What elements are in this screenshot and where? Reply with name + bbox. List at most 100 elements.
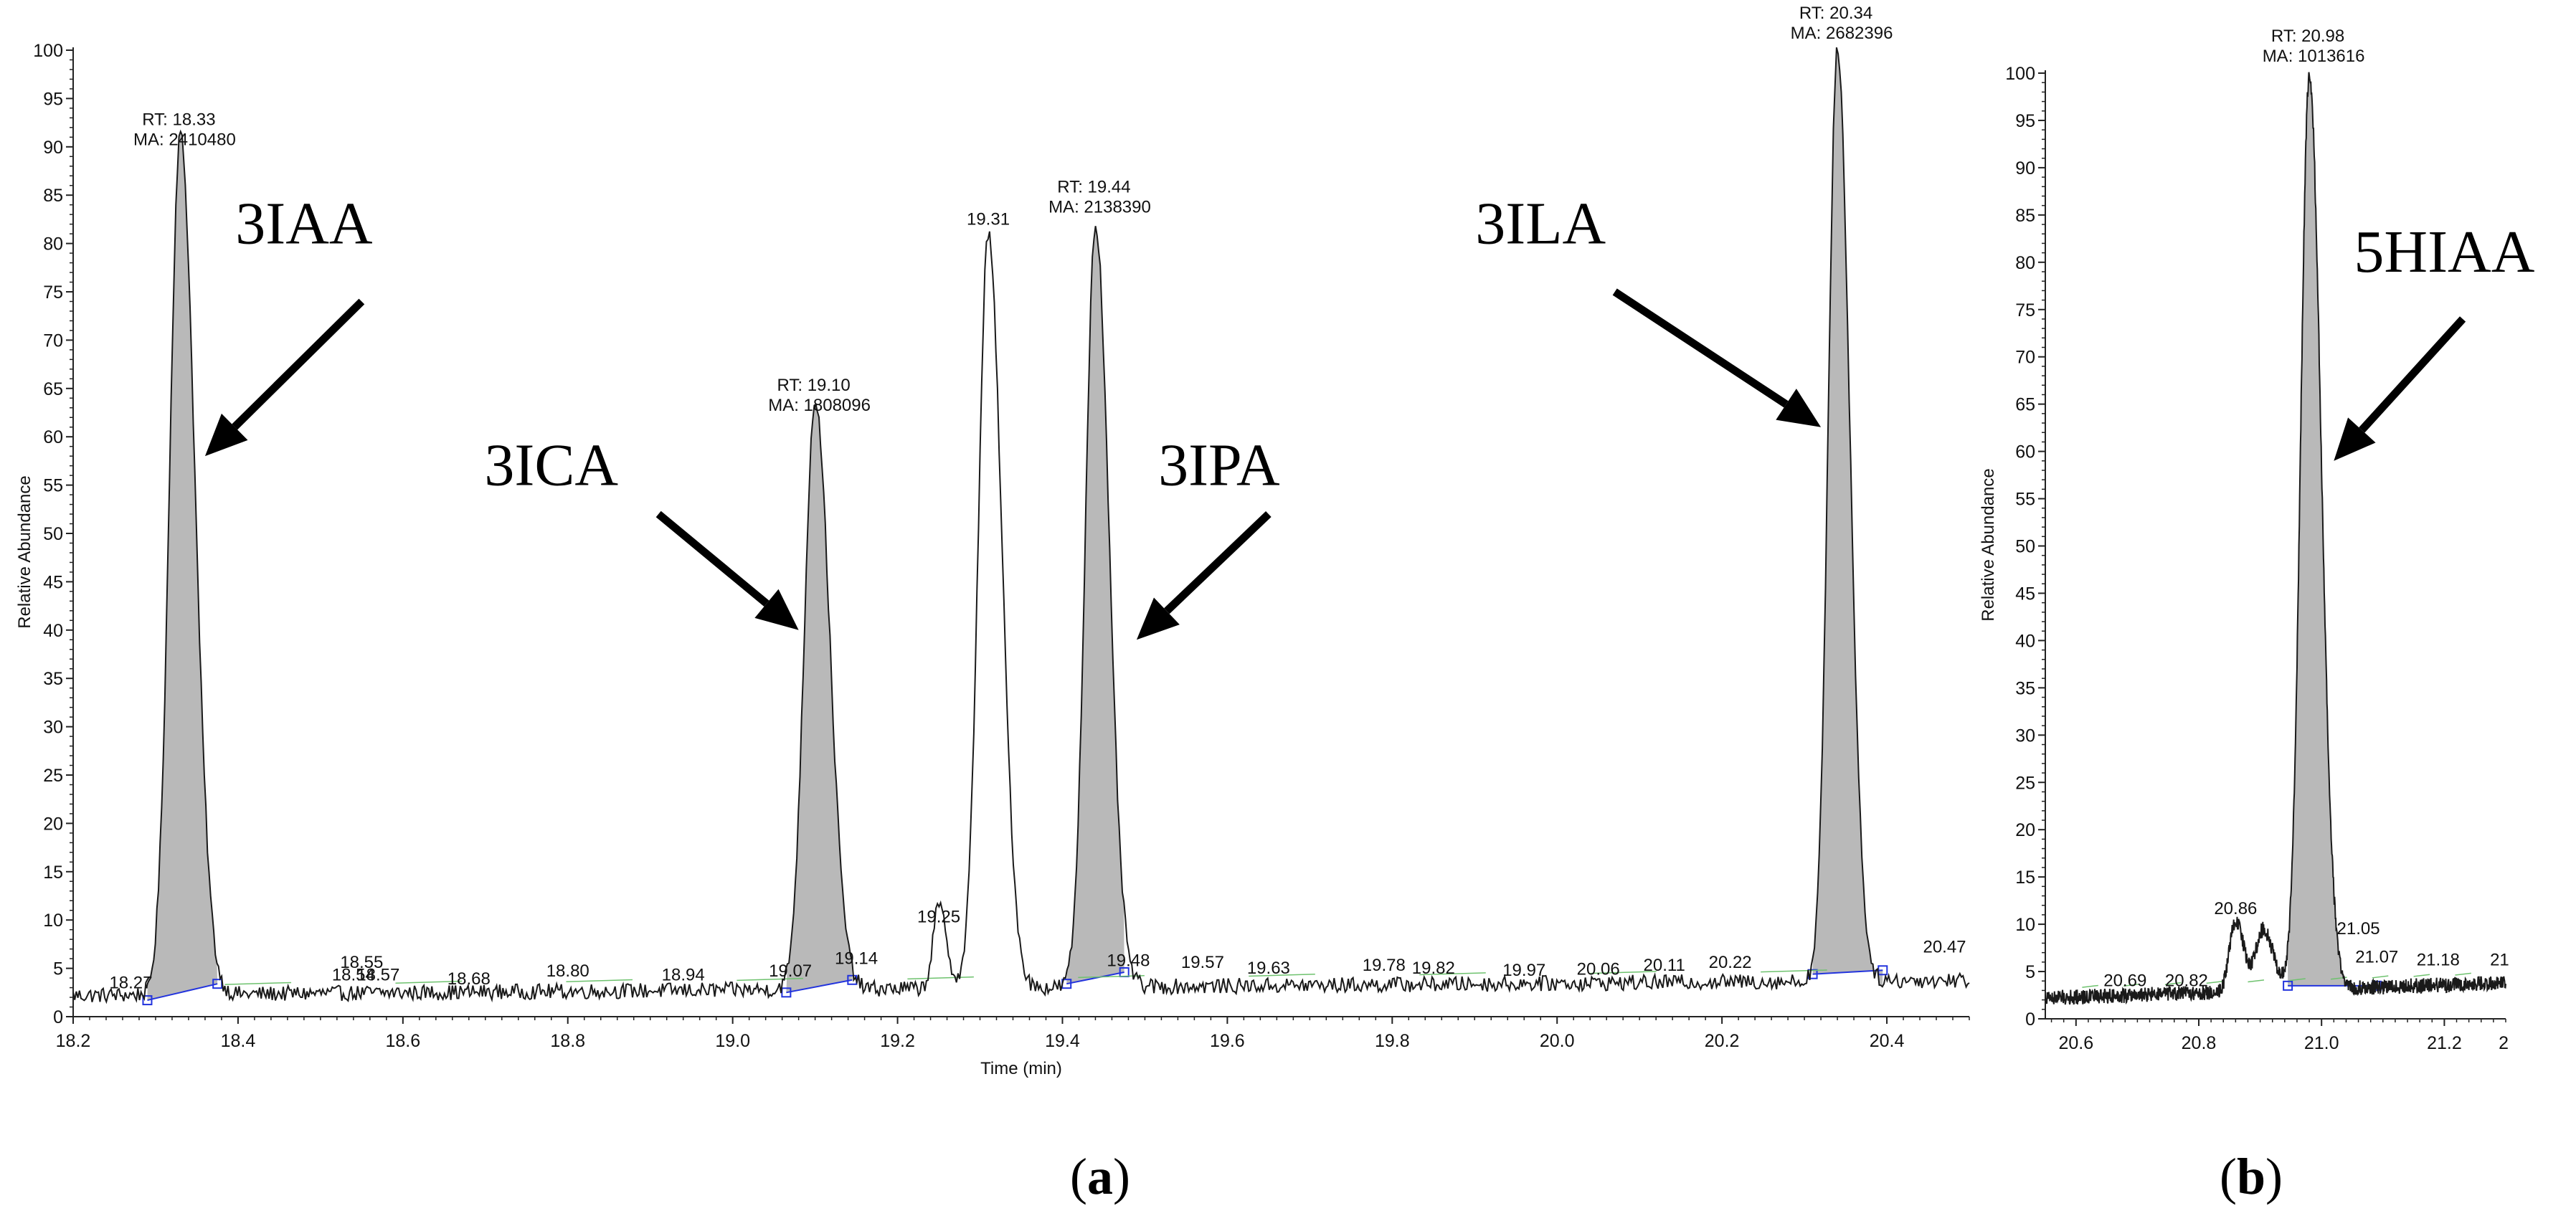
compound-arrow-shaft bbox=[232, 298, 365, 430]
x-tick-label: 18.6 bbox=[385, 1031, 420, 1051]
y-tick-label: 5 bbox=[2025, 962, 2035, 982]
compound-label: 3ILA bbox=[1475, 191, 1606, 257]
noise-baseline bbox=[737, 977, 803, 982]
compound-arrow-head bbox=[1776, 389, 1822, 427]
noise-baseline bbox=[2413, 974, 2430, 977]
panel-label-open: ( bbox=[2220, 1148, 2237, 1205]
peak-rt-annotation: RT: 19.10 bbox=[777, 376, 850, 395]
y-tick-label: 80 bbox=[2015, 253, 2035, 273]
y-tick-label: 70 bbox=[43, 331, 63, 351]
retention-time-label: 19.07 bbox=[769, 961, 812, 981]
noise-baseline bbox=[566, 979, 633, 983]
noise-baseline bbox=[2248, 979, 2265, 983]
y-tick-label: 25 bbox=[2015, 773, 2035, 793]
y-tick-label: 90 bbox=[43, 138, 63, 158]
x-tick-label: 20.8 bbox=[2182, 1033, 2217, 1053]
chromatogram-trace bbox=[72, 47, 1970, 1004]
y-tick-label: 35 bbox=[43, 669, 63, 689]
compound-label: 3ICA bbox=[484, 432, 618, 499]
panel-label: (b) bbox=[2220, 1148, 2283, 1205]
y-tick-label: 75 bbox=[43, 282, 63, 303]
peak-rt-annotation: RT: 20.98 bbox=[2271, 27, 2344, 46]
x-tick-label: 19.8 bbox=[1375, 1031, 1410, 1051]
peak-boundary-marker bbox=[781, 987, 792, 998]
y-tick-label: 40 bbox=[2015, 631, 2035, 651]
peak-ma-annotation: MA: 2682396 bbox=[1791, 24, 1893, 43]
x-tick-label-clipped: 2 bbox=[2499, 1033, 2509, 1053]
peak-ma-annotation: MA: 1013616 bbox=[2263, 47, 2365, 66]
integrated-peak-area bbox=[786, 404, 853, 993]
retention-time-label: 20.69 bbox=[2103, 971, 2146, 990]
noise-baseline bbox=[2289, 978, 2306, 982]
y-tick-label: 60 bbox=[2015, 442, 2035, 462]
noise-baseline bbox=[2455, 972, 2471, 976]
retention-time-label: 19.97 bbox=[1502, 961, 1545, 980]
retention-time-label: 19.57 bbox=[1181, 953, 1224, 972]
integrated-peak-area bbox=[1812, 47, 1883, 987]
panel-label-close: ) bbox=[1113, 1148, 1130, 1205]
retention-time-label: 20.86 bbox=[2214, 899, 2257, 918]
peak-baseline bbox=[786, 979, 853, 994]
peak-rt-annotation: RT: 18.33 bbox=[142, 110, 215, 129]
x-tick-label: 20.0 bbox=[1540, 1031, 1575, 1051]
noise-baseline bbox=[2372, 975, 2389, 979]
retention-time-label: 20.11 bbox=[1644, 956, 1685, 975]
retention-time-label: 18.68 bbox=[448, 969, 491, 989]
peak-baseline bbox=[1812, 969, 1883, 975]
retention-time-label: 19.82 bbox=[1412, 959, 1455, 978]
compound-arrow-shaft bbox=[1164, 511, 1272, 614]
retention-time-label: 21.18 bbox=[2417, 950, 2460, 969]
retention-time-label: 20.22 bbox=[1709, 953, 1752, 972]
retention-time-label: 18.55 bbox=[340, 953, 383, 972]
noise-baseline bbox=[2123, 983, 2140, 987]
y-tick-label: 70 bbox=[2015, 348, 2035, 368]
y-tick-label: 65 bbox=[2015, 395, 2035, 415]
y-tick-label: 60 bbox=[43, 427, 63, 447]
compound-arrow-head bbox=[204, 413, 248, 457]
retention-time-label: 19.14 bbox=[835, 949, 878, 969]
y-tick-label: 55 bbox=[43, 476, 63, 496]
x-tick-label: 21.2 bbox=[2427, 1033, 2462, 1053]
y-tick-label: 100 bbox=[33, 41, 63, 61]
x-tick-label: 21.0 bbox=[2304, 1033, 2339, 1053]
x-tick-label: 20.6 bbox=[2058, 1033, 2093, 1053]
compound-arrow-shaft bbox=[1612, 288, 1789, 408]
panel-label-close: ) bbox=[2265, 1148, 2283, 1205]
y-tick-label: 0 bbox=[2025, 1009, 2035, 1030]
y-tick-label: 0 bbox=[53, 1007, 63, 1027]
compound-label: 5HIAA bbox=[2354, 219, 2534, 285]
retention-time-label: 18.94 bbox=[662, 966, 705, 985]
retention-time-label: 18.80 bbox=[546, 961, 589, 981]
x-tick-label: 19.4 bbox=[1045, 1031, 1080, 1051]
noise-baseline bbox=[1249, 974, 1315, 977]
y-axis-title: Relative Abundance bbox=[1979, 468, 1998, 622]
y-tick-label: 45 bbox=[2015, 584, 2035, 604]
y-tick-label: 40 bbox=[43, 621, 63, 641]
y-tick-label: 30 bbox=[43, 718, 63, 738]
peak-boundary-marker bbox=[142, 995, 153, 1006]
x-axis-title: Time (min) bbox=[980, 1059, 1062, 1078]
x-tick-label: 19.0 bbox=[715, 1031, 750, 1051]
y-tick-label: 95 bbox=[2015, 111, 2035, 131]
y-tick-label: 65 bbox=[43, 379, 63, 399]
y-tick-label: 75 bbox=[2015, 300, 2035, 320]
x-tick-label: 20.4 bbox=[1870, 1031, 1905, 1051]
noise-baseline bbox=[2082, 984, 2098, 988]
panel-label-letter: a bbox=[1087, 1148, 1113, 1205]
x-tick-label: 18.8 bbox=[550, 1031, 585, 1051]
y-tick-label: 20 bbox=[2015, 820, 2035, 840]
noise-baseline bbox=[907, 976, 974, 980]
retention-time-label: 19.63 bbox=[1247, 959, 1290, 978]
y-tick-label: 25 bbox=[43, 766, 63, 786]
panel-label: (a) bbox=[1070, 1148, 1130, 1205]
retention-time-label: 20.06 bbox=[1577, 959, 1620, 979]
peak-ma-annotation: MA: 2410480 bbox=[133, 130, 236, 149]
peak-rt-annotation: RT: 20.34 bbox=[1799, 4, 1872, 23]
compound-arrow-head bbox=[2334, 417, 2376, 461]
noise-baseline bbox=[1761, 969, 1827, 973]
noise-baseline bbox=[2164, 982, 2182, 986]
y-tick-label: 50 bbox=[43, 524, 63, 544]
panel-b-chart: 0 5 10 15 20 25 30 35 40 45 50 55 60 65 70 75 80 85 90 95 10… bbox=[1979, 27, 2535, 1205]
y-tick-label: 5 bbox=[53, 959, 63, 979]
noise-baseline bbox=[1419, 972, 1486, 976]
